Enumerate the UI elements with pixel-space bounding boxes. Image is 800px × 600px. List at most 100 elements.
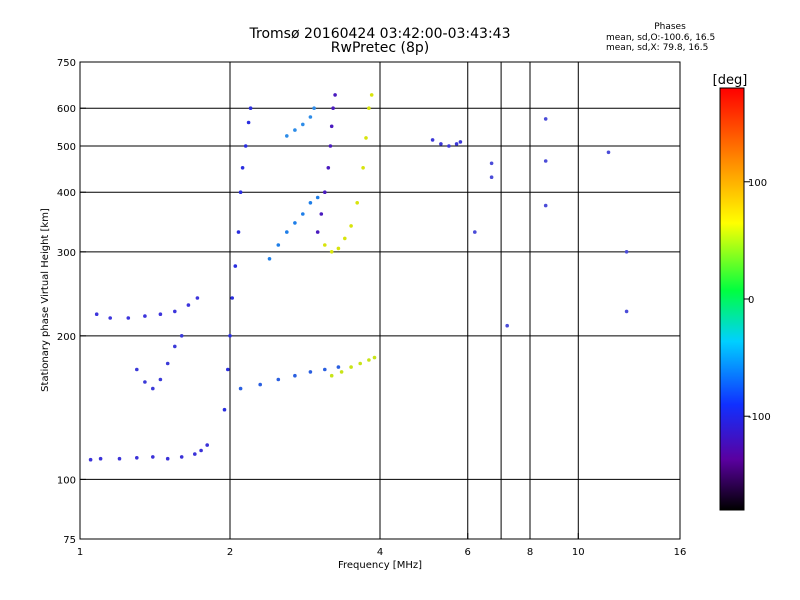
data-point-s11-6 xyxy=(505,323,510,328)
data-point-s8-1 xyxy=(339,370,344,374)
data-point-s8-3 xyxy=(358,361,363,366)
data-point-s3-5 xyxy=(236,230,241,234)
data-point-s10-1 xyxy=(439,142,443,146)
colorbar xyxy=(719,87,745,511)
data-point-s9-0 xyxy=(285,134,289,138)
data-point-s2-5 xyxy=(173,344,177,349)
data-point-s5-1 xyxy=(329,250,334,254)
data-point-s6-5 xyxy=(308,201,313,205)
data-point-s10-4 xyxy=(458,140,463,144)
data-point-s3-4 xyxy=(233,264,238,268)
x-tick-label-5: 10 xyxy=(572,547,585,558)
data-point-s7-0 xyxy=(238,386,243,391)
data-point-s2-2 xyxy=(151,386,155,391)
data-point-s2-0 xyxy=(135,367,139,372)
data-point-s4-1 xyxy=(319,212,324,216)
data-point-s5-0 xyxy=(323,243,327,247)
y-tick-label-2: 200 xyxy=(57,332,76,343)
data-point-s5-3 xyxy=(343,236,347,241)
data-point-s5-8 xyxy=(367,106,371,110)
data-point-s1-4 xyxy=(158,312,163,317)
data-point-s4-5 xyxy=(329,124,334,129)
data-point-s8-2 xyxy=(349,365,353,369)
data-point-s5-9 xyxy=(369,93,374,97)
phases-x-mode: mean, sd,X: 79.8, 16.5 xyxy=(606,43,709,53)
data-point-s1-1 xyxy=(108,316,112,320)
data-point-s6-4 xyxy=(301,212,305,216)
data-point-s6-2 xyxy=(285,230,289,234)
data-point-s0-3 xyxy=(135,456,139,460)
data-point-s5-6 xyxy=(361,166,365,170)
data-point-s2-6 xyxy=(179,334,184,338)
colorbar-ticks: 100 0 -100 xyxy=(744,178,771,423)
data-point-s11-8 xyxy=(624,250,629,254)
data-point-s1-7 xyxy=(195,296,200,300)
data-point-s10-2 xyxy=(447,144,451,148)
data-point-s3-10 xyxy=(248,106,253,110)
data-point-s1-0 xyxy=(94,312,99,317)
data-point-s4-6 xyxy=(331,106,335,110)
grid-lines xyxy=(80,62,680,539)
data-point-s7-3 xyxy=(293,373,297,378)
data-point-s10-3 xyxy=(454,142,459,146)
colorbar-tick-label-0: 100 xyxy=(748,178,767,189)
phases-o-mode: mean, sd,O:-100.6, 16.5 xyxy=(606,33,716,43)
data-point-s4-2 xyxy=(323,190,327,194)
data-point-s0-6 xyxy=(179,455,184,459)
data-point-s2-3 xyxy=(158,377,163,382)
data-point-s10-0 xyxy=(430,138,435,142)
data-point-s6-3 xyxy=(293,221,297,225)
data-point-s8-5 xyxy=(372,355,377,360)
data-point-s6-1 xyxy=(276,243,281,247)
data-point-s8-4 xyxy=(367,358,371,362)
data-point-s11-4 xyxy=(543,203,548,208)
data-point-s1-5 xyxy=(173,309,177,314)
data-point-s0-2 xyxy=(117,456,122,461)
data-points xyxy=(88,93,629,462)
data-point-s0-4 xyxy=(151,455,155,459)
data-point-s11-3 xyxy=(543,159,548,163)
x-axis-label: Frequency [MHz] xyxy=(338,560,422,571)
colorbar-tick-label-2: -100 xyxy=(748,412,771,423)
data-point-s5-4 xyxy=(349,224,353,228)
data-point-s1-3 xyxy=(143,314,147,318)
data-point-s11-9 xyxy=(606,150,611,155)
data-point-s9-2 xyxy=(301,122,305,127)
data-point-s2-1 xyxy=(143,380,147,384)
data-point-s4-0 xyxy=(315,230,320,234)
x-tick-label-4: 8 xyxy=(527,547,533,558)
data-point-s0-1 xyxy=(98,456,103,461)
colorbar-tick-label-1: 0 xyxy=(748,295,754,306)
data-point-s9-1 xyxy=(293,128,297,132)
data-point-s11-0 xyxy=(489,161,494,166)
x-tick-label-2: 4 xyxy=(377,547,383,558)
data-point-s0-0 xyxy=(88,457,93,462)
data-point-s11-7 xyxy=(624,309,629,314)
data-point-s1-6 xyxy=(186,303,191,307)
data-point-s5-7 xyxy=(364,136,368,140)
phases-title: Phases xyxy=(654,22,686,32)
chart-subtitle: RwPretec (8p) xyxy=(330,40,430,56)
data-point-s11-1 xyxy=(489,175,494,179)
data-point-s3-1 xyxy=(226,367,230,372)
data-point-s6-6 xyxy=(315,195,320,200)
data-point-s5-2 xyxy=(336,246,341,251)
data-point-s3-6 xyxy=(238,190,243,194)
data-point-s4-4 xyxy=(328,144,333,148)
data-point-s0-8 xyxy=(199,448,203,453)
x-tick-label-6: 16 xyxy=(674,547,687,558)
data-point-s5-5 xyxy=(355,201,360,205)
x-tick-label-3: 6 xyxy=(465,547,471,558)
data-point-s8-0 xyxy=(329,373,334,378)
data-point-s11-2 xyxy=(543,117,548,121)
data-point-s3-8 xyxy=(243,144,248,148)
data-point-s7-4 xyxy=(308,370,313,374)
data-point-s1-2 xyxy=(126,316,131,320)
colorbar-label: [deg] xyxy=(713,73,748,88)
data-point-s0-9 xyxy=(205,443,209,447)
data-point-s6-0 xyxy=(267,257,272,261)
data-point-s4-3 xyxy=(326,166,331,170)
y-tick-label-6: 600 xyxy=(57,104,76,115)
data-point-s0-5 xyxy=(165,456,170,461)
